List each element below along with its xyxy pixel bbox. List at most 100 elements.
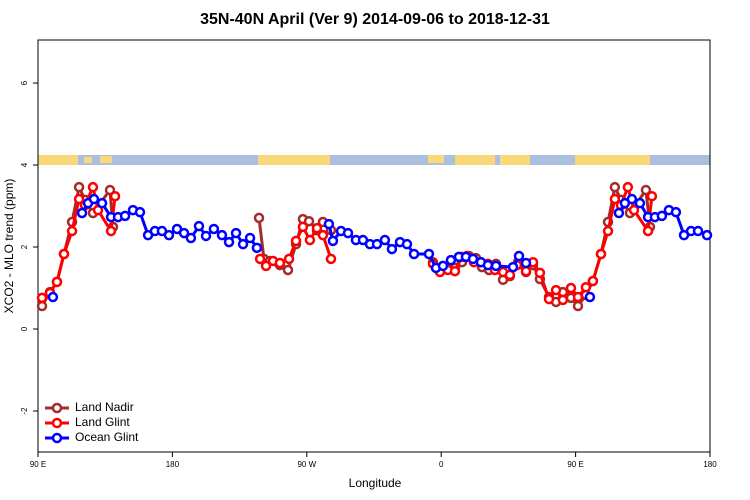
- data-point: [513, 250, 525, 262]
- data-point: [642, 225, 654, 237]
- data-point: [408, 248, 420, 260]
- data-point: [640, 184, 652, 196]
- x-axis-label: Longitude: [349, 476, 402, 490]
- data-point: [490, 260, 502, 272]
- data-point: [230, 227, 242, 239]
- data-point: [543, 293, 555, 305]
- data-point: [96, 197, 108, 209]
- data-point: [613, 207, 625, 219]
- data-point: [109, 190, 121, 202]
- x-tick-label: 180: [166, 460, 180, 469]
- data-point: [105, 225, 117, 237]
- data-point: [185, 232, 197, 244]
- data-point: [297, 221, 309, 233]
- data-point: [290, 235, 302, 247]
- data-point: [507, 261, 519, 273]
- data-point: [595, 248, 607, 260]
- data-point: [303, 215, 315, 227]
- x-tick-label: 90 W: [297, 460, 316, 469]
- data-point: [646, 190, 658, 202]
- y-tick-label: 2: [20, 244, 29, 249]
- data-point: [482, 259, 494, 271]
- data-point: [656, 210, 668, 222]
- data-point: [178, 227, 190, 239]
- data-point: [317, 229, 329, 241]
- data-point: [534, 267, 546, 279]
- legend-marker: [51, 402, 63, 414]
- data-point: [520, 265, 532, 277]
- data-point: [223, 236, 235, 248]
- data-point: [87, 181, 99, 193]
- data-point: [73, 181, 85, 193]
- data-point: [36, 300, 48, 312]
- data-point: [51, 276, 63, 288]
- data-point: [327, 235, 339, 247]
- legend-label: Land Glint: [75, 415, 130, 429]
- data-point: [584, 291, 596, 303]
- y-tick-label: -2: [20, 407, 29, 415]
- data-point: [449, 265, 461, 277]
- data-point: [283, 253, 295, 265]
- data-point: [371, 238, 383, 250]
- y-tick-label: 6: [20, 80, 29, 85]
- data-point: [253, 212, 265, 224]
- y-axis-label: XCO2 - MLO trend (ppm): [2, 179, 16, 314]
- data-point: [379, 234, 391, 246]
- data-point: [626, 193, 638, 205]
- data-point: [587, 275, 599, 287]
- legend-marker: [51, 417, 63, 429]
- legend-label: Land Nadir: [75, 400, 134, 414]
- data-point: [557, 294, 569, 306]
- data-point: [342, 227, 354, 239]
- data-point: [216, 229, 228, 241]
- data-point: [237, 238, 249, 250]
- chart-title: 35N-40N April (Ver 9) 2014-09-06 to 2018…: [200, 11, 550, 28]
- data-point: [609, 181, 621, 193]
- data-point: [622, 181, 634, 193]
- data-point: [580, 281, 592, 293]
- data-point: [66, 225, 78, 237]
- data-point: [73, 193, 85, 205]
- data-point: [386, 243, 398, 255]
- data-point: [634, 197, 646, 209]
- data-point: [304, 234, 316, 246]
- data-point: [119, 210, 131, 222]
- y-tick-label: 4: [20, 162, 29, 167]
- x-tick-label: 90 E: [567, 460, 583, 469]
- data-point: [200, 230, 212, 242]
- data-point: [163, 229, 175, 241]
- data-point: [134, 206, 146, 218]
- data-point: [311, 222, 323, 234]
- data-point: [260, 260, 272, 272]
- legend-marker: [51, 432, 63, 444]
- data-point: [208, 223, 220, 235]
- data-point: [670, 206, 682, 218]
- x-tick-label: 0: [439, 460, 444, 469]
- data-point: [550, 284, 562, 296]
- data-point: [520, 257, 532, 269]
- data-point: [274, 257, 286, 269]
- data-point: [602, 225, 614, 237]
- data-point: [58, 248, 70, 260]
- data-point: [88, 193, 100, 205]
- data-point: [323, 218, 335, 230]
- data-point: [437, 260, 449, 272]
- data-point: [423, 248, 435, 260]
- plot-frame: [37, 39, 711, 453]
- data-point: [47, 291, 59, 303]
- data-point: [445, 254, 457, 266]
- data-point: [193, 220, 205, 232]
- data-point: [36, 292, 48, 304]
- data-point: [572, 300, 584, 312]
- data-point: [244, 232, 256, 244]
- data-point: [565, 282, 577, 294]
- data-point: [572, 291, 584, 303]
- data-point: [401, 238, 413, 250]
- map-strip: [38, 155, 710, 165]
- data-point: [701, 229, 713, 241]
- data-point: [76, 207, 88, 219]
- legend-label: Ocean Glint: [75, 430, 139, 444]
- y-tick-label: 0: [20, 326, 29, 331]
